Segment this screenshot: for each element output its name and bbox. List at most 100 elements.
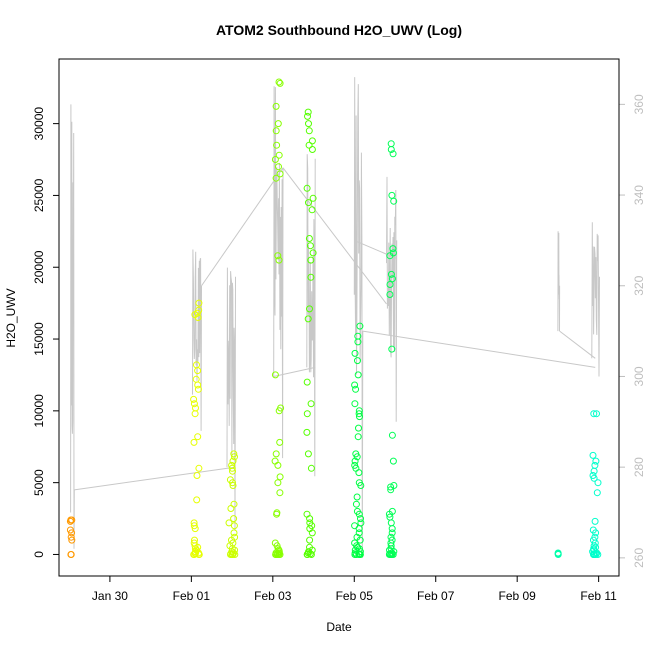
data-point <box>306 515 314 523</box>
data-point <box>389 457 397 465</box>
connector-line-2 <box>282 167 387 305</box>
data-point <box>68 529 76 537</box>
data-point <box>229 479 236 487</box>
data-point <box>308 137 316 145</box>
data-point <box>593 410 600 418</box>
data-point <box>190 438 198 446</box>
y-right-tick-label-5: 360 <box>632 94 646 114</box>
data-point <box>273 141 281 149</box>
data-point <box>351 400 359 408</box>
data-point <box>388 191 396 199</box>
y-tick-label-1: 5000 <box>32 469 46 496</box>
x-tick-label-0: Jan 30 <box>92 589 128 603</box>
data-point <box>590 474 598 482</box>
data-point <box>190 395 198 403</box>
data-point <box>231 453 238 461</box>
data-point <box>355 525 363 533</box>
x-tick-label-3: Feb 05 <box>336 589 374 603</box>
x-axis: Jan 30 Feb 01 Feb 03 Feb 05 Feb 07 Feb 09 Feb … <box>92 576 617 603</box>
data-point <box>308 206 316 214</box>
data-point <box>387 542 395 550</box>
data-point <box>273 510 281 518</box>
data-point <box>388 275 396 283</box>
data-point <box>351 381 359 389</box>
data-point <box>352 500 360 508</box>
data-point <box>194 433 202 441</box>
data-point <box>309 249 317 257</box>
data-point <box>304 315 312 323</box>
data-point <box>194 314 202 321</box>
y-axis-left: 0 5000 10000 15000 20000 25000 30000 <box>32 107 59 558</box>
data-point <box>306 242 314 250</box>
data-point <box>66 517 74 525</box>
data-point <box>351 349 359 357</box>
data-point <box>388 529 396 537</box>
data-point <box>386 281 394 288</box>
data-point <box>354 338 362 346</box>
data-point <box>354 433 362 441</box>
data-point <box>194 367 202 375</box>
chart-title: ATOM2 Southbound H2O_UWV (Log) <box>216 22 462 38</box>
data-point <box>355 510 363 518</box>
data-point <box>230 522 238 530</box>
data-point <box>305 141 313 149</box>
data-point <box>303 184 311 192</box>
data-point <box>305 120 312 128</box>
plot-frame <box>58 58 620 577</box>
data-point <box>352 385 360 393</box>
connector-line-3 <box>273 366 316 377</box>
data-point <box>195 551 203 558</box>
data-point <box>274 461 282 469</box>
data-point <box>305 235 313 242</box>
data-point <box>356 551 364 558</box>
data-point <box>590 410 598 418</box>
data-point <box>276 473 284 481</box>
data-point <box>303 378 311 386</box>
data-point <box>230 515 238 523</box>
data-point <box>386 291 394 298</box>
data-point <box>67 533 75 541</box>
data-point <box>589 451 597 459</box>
data-point <box>275 163 282 171</box>
data-point <box>357 482 365 489</box>
data-point <box>356 536 364 544</box>
temperature-trace-0 <box>70 104 75 549</box>
data-point <box>304 108 312 116</box>
data-point <box>385 510 393 518</box>
data-point <box>355 469 363 477</box>
data-point <box>230 500 238 508</box>
data-point <box>191 410 199 418</box>
data-point <box>351 457 359 465</box>
y-right-tick-label-4: 340 <box>632 185 646 205</box>
temperature-trace-7 <box>557 231 561 332</box>
data-point <box>194 381 202 389</box>
data-point <box>303 551 311 558</box>
data-point <box>387 519 395 527</box>
data-point <box>351 546 359 554</box>
data-point <box>190 522 198 530</box>
y-right-tick-label-2: 300 <box>632 366 646 386</box>
data-point <box>307 551 315 558</box>
data-point <box>594 551 602 558</box>
data-point <box>357 519 365 527</box>
x-tick-label-5: Feb 09 <box>499 589 537 603</box>
data-point <box>389 245 397 253</box>
data-point <box>274 120 282 128</box>
data-point <box>229 467 236 475</box>
data-point <box>307 464 315 472</box>
data-point <box>193 472 201 479</box>
data-point <box>306 550 314 558</box>
data-point <box>225 519 233 527</box>
data-point <box>355 424 362 432</box>
connector-line-6 <box>559 330 596 359</box>
data-point <box>353 493 361 501</box>
temperature-trace-2 <box>226 267 236 531</box>
data-point <box>356 413 363 421</box>
data-point <box>275 151 283 159</box>
data-point <box>195 299 203 307</box>
temperature-trace-1 <box>192 249 202 431</box>
data-point <box>307 256 315 264</box>
data-point <box>389 551 397 558</box>
data-point <box>229 457 237 465</box>
data-point <box>355 410 363 418</box>
